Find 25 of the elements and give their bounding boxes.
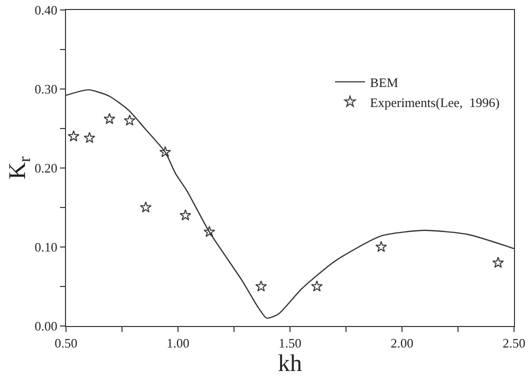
x-tick-label: 2.00 [390,336,414,351]
legend-label: Experiments(Lee, 1996) [370,94,500,110]
x-axis-title: kh [278,350,302,377]
y-tick-label: 0.10 [34,240,58,255]
point [375,240,387,252]
point [492,256,504,268]
point [84,132,96,144]
legend-label: BEM [370,74,399,90]
x-tick-label: 1.50 [278,336,302,351]
point [255,280,267,292]
point [124,114,136,126]
y-tick-label: 0.20 [34,160,58,176]
point [204,226,216,238]
point [311,280,323,292]
x-tick-label: 2.50 [502,336,526,351]
x-tick-label: 1.00 [166,336,190,351]
point [140,201,152,213]
x-tick-label: 0.50 [54,336,78,351]
y-tick-label: 0.40 [34,2,58,18]
point [104,112,116,124]
point [159,146,172,158]
point [68,130,80,142]
y-tick-label: 0.30 [34,82,58,97]
point [180,209,192,220]
y-tick-label: 0.00 [34,318,58,334]
